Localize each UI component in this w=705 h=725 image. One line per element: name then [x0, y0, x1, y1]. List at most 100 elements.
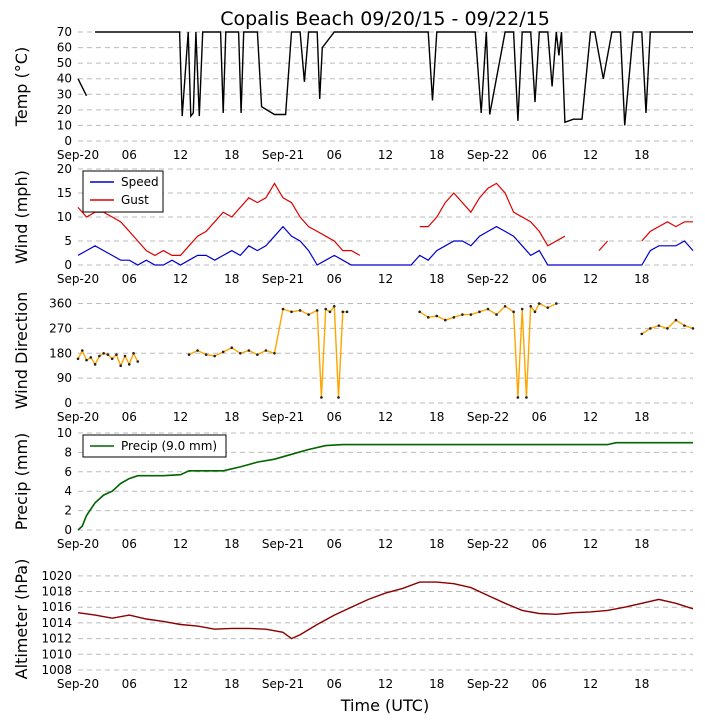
direction-point	[345, 310, 349, 314]
y-tick-label: 10	[57, 118, 72, 132]
x-tick-label: Sep-22	[467, 410, 509, 424]
direction-point	[486, 307, 490, 311]
legend-precip-label: Precip (9.0 mm)	[121, 439, 217, 453]
direction-point	[281, 307, 285, 311]
panel-wind_direction: 0 90 180 270 360 Sep-20 06 12 18 Sep-21 06 12 18 Sep-…	[12, 292, 695, 424]
x-tick-label: Sep-20	[57, 537, 99, 551]
speed-series-line	[77, 225, 694, 266]
direction-point	[196, 349, 199, 352]
x-tick-label: 12	[583, 272, 598, 286]
y-tick-label: 1010	[41, 647, 72, 661]
direction-point	[230, 346, 234, 350]
legend-speed-label: Speed	[121, 175, 159, 189]
x-tick-label: 06	[122, 272, 137, 286]
x-tick-label: Sep-21	[262, 272, 304, 286]
panel-wind: 0 5 10 15 20 Sep-20 06 12 18 Sep-21 06 12 18 Sep-22 06…	[12, 162, 694, 286]
direction-point	[435, 314, 439, 318]
direction-point	[533, 310, 537, 314]
x-tick-label: 12	[173, 410, 188, 424]
y-tick-label: 1008	[41, 663, 72, 677]
direction-point	[418, 310, 421, 314]
direction-point	[298, 309, 302, 312]
direction-point	[264, 349, 268, 352]
x-tick-label: Sep-22	[467, 677, 509, 691]
direction-point	[478, 310, 481, 314]
x-tick-label: 18	[429, 148, 444, 162]
direction-point	[674, 318, 678, 322]
direction-point	[337, 396, 340, 399]
gust-series-line	[77, 182, 693, 257]
direction-point	[89, 356, 93, 359]
direction-series-line	[77, 302, 694, 398]
y-tick-label: 5	[64, 234, 72, 248]
direction-point	[332, 304, 336, 308]
direction-point	[119, 364, 123, 367]
x-tick-label: Sep-22	[467, 537, 509, 551]
direction-point	[320, 396, 323, 399]
x-tick-label: 18	[634, 272, 649, 286]
y-tick-label: 90	[57, 371, 72, 385]
legend-gust-label: Gust	[121, 193, 149, 207]
precip-legend: Precip (9.0 mm)	[82, 434, 227, 458]
direction-point	[452, 316, 456, 319]
x-tick-label: Sep-20	[57, 410, 99, 424]
y-tick-label: 20	[57, 162, 72, 176]
direction-point	[324, 307, 328, 311]
x-tick-label: 06	[327, 272, 342, 286]
x-tick-label: 12	[583, 677, 598, 691]
direction-point	[512, 310, 515, 314]
direction-point	[461, 313, 464, 316]
y-tick-label: 1020	[41, 569, 72, 583]
direction-point	[683, 324, 686, 327]
direction-point	[102, 351, 105, 355]
x-tick-label: 18	[224, 272, 239, 286]
x-tick-label: 06	[532, 148, 547, 162]
y-tick-label: 15	[57, 186, 72, 200]
direction-point	[657, 324, 661, 327]
y-tick-label: 1016	[41, 600, 72, 614]
x-tick-label: Sep-22	[467, 148, 509, 162]
y-tick-label: 20	[57, 103, 72, 117]
y-tick-label: 50	[57, 56, 72, 70]
x-tick-label: 18	[429, 410, 444, 424]
direction-point	[503, 304, 507, 308]
direction-point	[273, 351, 276, 355]
direction-point	[213, 354, 216, 358]
direction-point	[115, 353, 118, 356]
y-tick-label: 2	[64, 504, 72, 518]
direction-point	[238, 351, 242, 355]
y-axis-label: Wind (mph)	[12, 170, 31, 264]
direction-point	[537, 302, 541, 305]
y-tick-label: 8	[64, 445, 72, 459]
x-tick-label: 06	[327, 410, 342, 424]
direction-point	[132, 351, 135, 355]
x-tick-label: 12	[173, 148, 188, 162]
y-tick-label: 70	[57, 25, 72, 39]
y-axis-label: Altimeter (hPa)	[12, 559, 31, 680]
y-tick-label: 1012	[41, 632, 72, 646]
y-tick-label: 0	[64, 523, 72, 537]
x-tick-label: 18	[224, 677, 239, 691]
x-tick-label: 06	[532, 272, 547, 286]
x-tick-label: 06	[327, 148, 342, 162]
altimeter-series-line	[77, 581, 694, 640]
x-tick-label: 06	[532, 677, 547, 691]
x-tick-label: Sep-21	[262, 410, 304, 424]
x-tick-label: 18	[634, 148, 649, 162]
x-tick-label: Sep-20	[57, 272, 99, 286]
chart-title: Copalis Beach 09/20/15 - 09/22/15	[220, 8, 550, 30]
direction-point	[315, 309, 319, 312]
direction-point	[110, 357, 114, 361]
direction-point	[127, 363, 131, 366]
x-tick-label: 18	[224, 148, 239, 162]
direction-point	[648, 327, 652, 330]
direction-point	[546, 306, 550, 309]
x-tick-label: 18	[429, 272, 444, 286]
y-tick-label: 4	[64, 484, 72, 498]
legend-box	[82, 434, 227, 458]
x-tick-label: 18	[224, 410, 239, 424]
direction-point	[666, 327, 669, 330]
x-tick-label: 06	[327, 537, 342, 551]
x-tick-label: 12	[583, 537, 598, 551]
